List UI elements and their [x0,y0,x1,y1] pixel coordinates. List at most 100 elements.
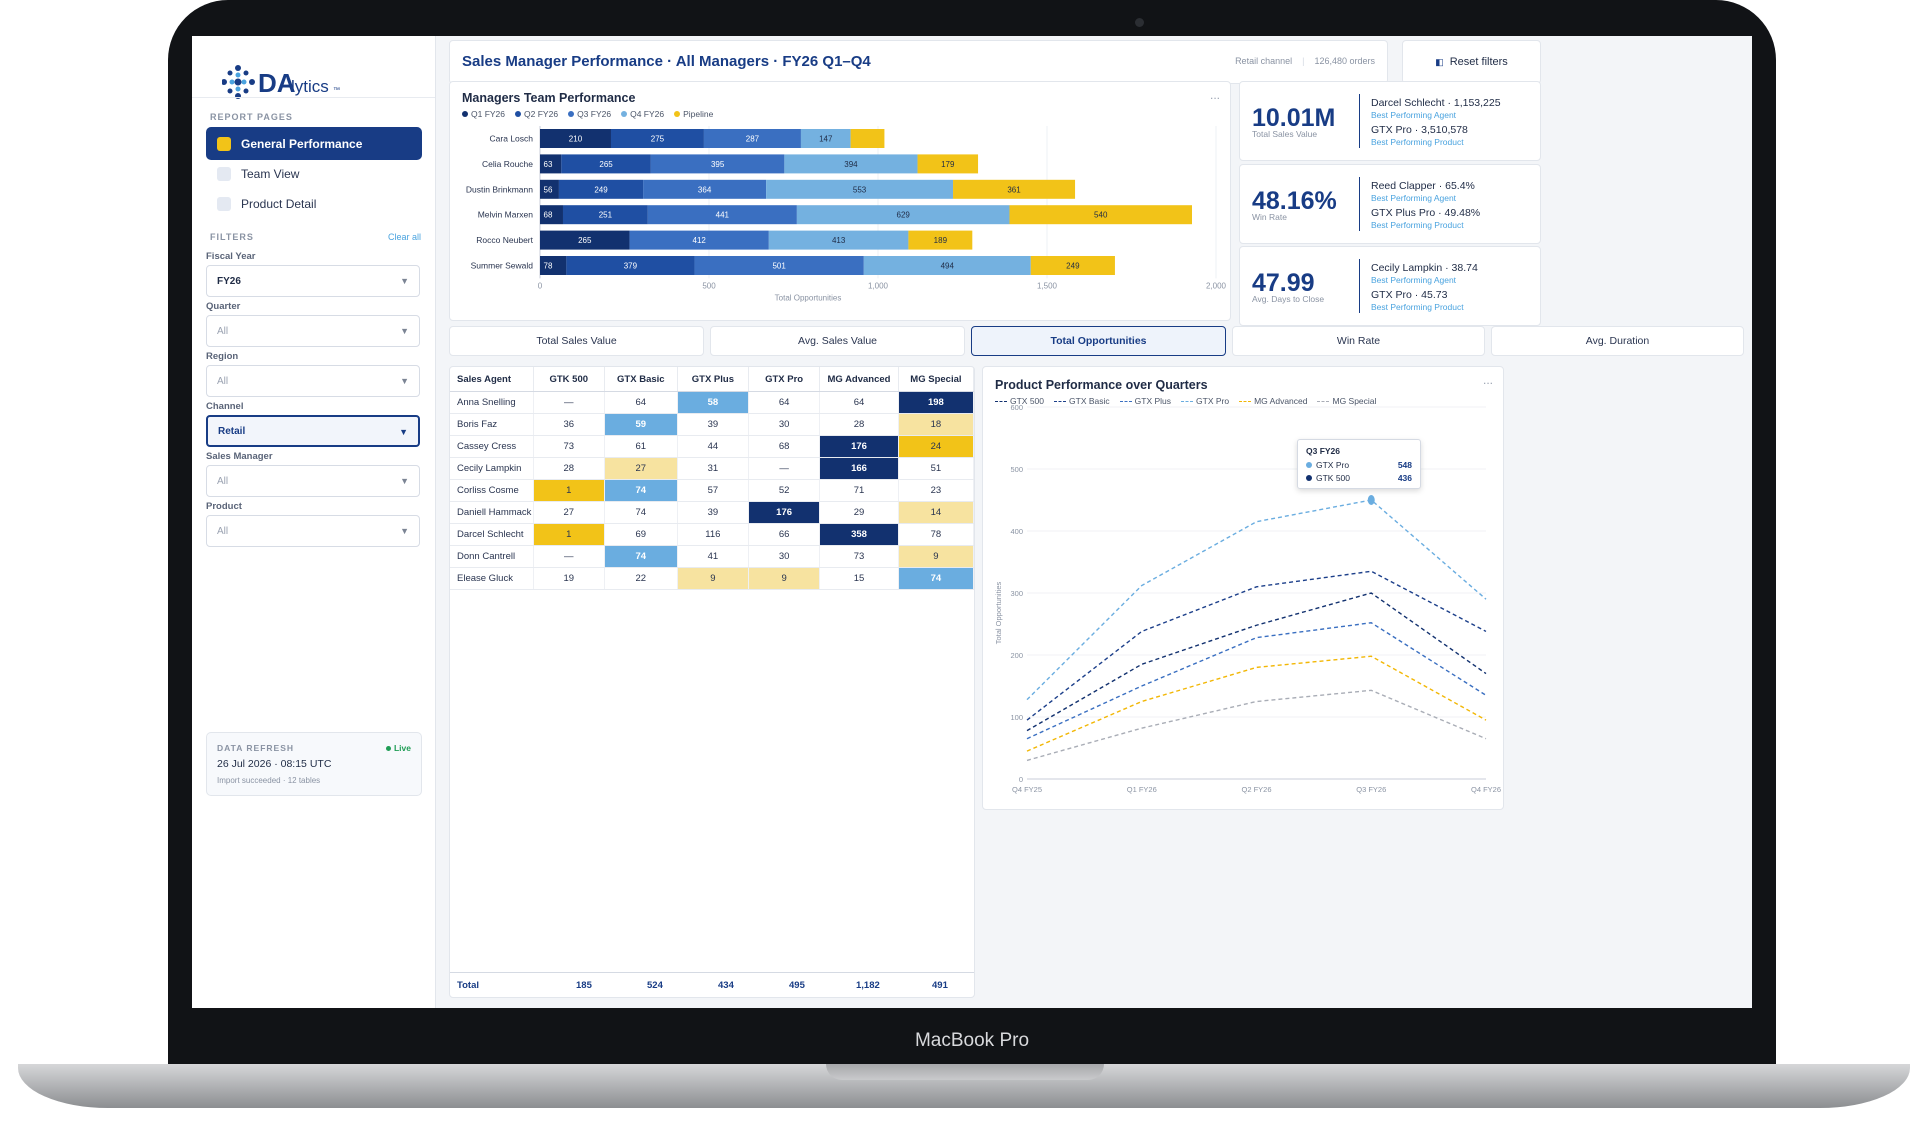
matrix-cell[interactable]: 1 [533,523,605,546]
col-header[interactable]: GTX Basic [604,367,678,392]
sales-manager-select[interactable]: All ▼ [206,465,420,497]
matrix-cell[interactable]: 64 [748,391,821,414]
matrix-cell[interactable]: 31 [677,457,750,480]
matrix-cell[interactable]: — [748,457,821,480]
col-header[interactable]: GTK 500 [533,367,605,392]
matrix-cell[interactable]: 19 [533,567,605,590]
col-header[interactable]: GTX Plus [677,367,750,392]
col-header[interactable]: Sales Agent [450,367,534,392]
matrix-cell[interactable]: 22 [604,567,678,590]
bar-segment[interactable] [540,230,630,250]
matrix-cell[interactable]: 61 [604,435,678,458]
bar-segment[interactable] [561,154,651,174]
bar-segment[interactable] [650,154,785,174]
matrix-cell[interactable]: 18 [898,413,974,436]
matrix-cell[interactable]: 78 [898,523,974,546]
matrix-cell[interactable]: 74 [604,501,678,524]
matrix-cell[interactable]: 116 [677,523,750,546]
bar-segment[interactable] [784,154,918,174]
table-row[interactable]: Corliss Cosme 1 74 57 52 71 23 [450,479,974,502]
bar-segment[interactable] [694,256,864,275]
matrix-cell[interactable]: 9 [677,567,750,590]
matrix-cell[interactable]: 15 [819,567,899,590]
bar-segment[interactable] [566,256,695,275]
table-row[interactable]: Anna Snelling —64 58 64 64 198 [450,391,974,414]
region-select[interactable]: All ▼ [206,365,420,397]
more-options-icon[interactable]: ... [1209,88,1220,102]
col-header[interactable]: MG Special [898,367,974,392]
matrix-cell[interactable]: 9 [898,545,974,568]
matrix-cell[interactable]: 166 [819,457,899,480]
matrix-cell[interactable]: 176 [819,435,899,458]
bar-segment[interactable] [766,179,954,199]
matrix-cell[interactable]: 59 [604,413,678,436]
series-line[interactable] [1026,689,1487,762]
nav-general-performance[interactable]: General Performance [206,127,422,160]
bar-segment[interactable] [647,205,797,225]
table-row[interactable]: Darcel Schlecht 1 69 116 66 358 78 [450,523,974,546]
tab-avg-sales-value[interactable]: Avg. Sales Value [710,326,965,356]
matrix-cell[interactable]: 23 [898,479,974,502]
matrix-cell[interactable]: 73 [819,545,899,568]
table-row[interactable]: Cecily Lampkin 28 27 31—166 51 [450,457,974,480]
table-row[interactable]: Boris Faz 36 59 39 30 28 18 [450,413,974,436]
nav-team-view[interactable]: Team View [206,157,422,190]
matrix-cell[interactable]: 176 [748,501,821,524]
bar-segment[interactable] [1009,205,1193,225]
series-line[interactable] [1026,592,1487,732]
quarter-select[interactable]: All ▼ [206,315,420,347]
matrix-cell[interactable]: 57 [677,479,750,502]
table-row[interactable]: Daniell Hammack 27 74 39 176 29 14 [450,501,974,524]
matrix-cell[interactable]: 1 [533,479,605,502]
series-line[interactable] [1026,655,1487,752]
bar-segment[interactable] [558,179,644,199]
matrix-cell[interactable]: 71 [819,479,899,502]
matrix-cell[interactable]: 14 [898,501,974,524]
matrix-cell[interactable]: 27 [604,457,678,480]
matrix-cell[interactable]: — [533,545,605,568]
matrix-cell[interactable]: 28 [533,457,605,480]
highlight-point[interactable] [1367,495,1375,505]
table-row[interactable]: Cassey Cress 73 61 44 68 176 24 [450,435,974,458]
bar-segment[interactable] [540,256,567,275]
bar-segment[interactable] [562,205,648,225]
bar-segment[interactable] [917,154,979,174]
fiscal-year-select[interactable]: FY26 ▼ [206,265,420,297]
matrix-cell[interactable]: — [533,391,605,414]
bar-segment[interactable] [1030,256,1115,275]
matrix-cell[interactable]: 58 [677,391,750,414]
matrix-cell[interactable]: 68 [748,435,821,458]
clear-all-link[interactable]: Clear all [387,232,421,242]
channel-select[interactable]: Retail ▼ [206,415,420,447]
matrix-cell[interactable]: 41 [677,545,750,568]
matrix-cell[interactable]: 358 [819,523,899,546]
matrix-cell[interactable]: 27 [533,501,605,524]
bar-segment[interactable] [850,129,885,148]
bar-segment[interactable] [643,179,767,199]
table-row[interactable]: Donn Cantrell —74 41 30 73 9 [450,545,974,568]
matrix-cell[interactable]: 51 [898,457,974,480]
col-header[interactable]: MG Advanced [819,367,899,392]
col-header[interactable]: GTX Pro [748,367,821,392]
bar-segment[interactable] [703,129,801,148]
tab-avg-duration[interactable]: Avg. Duration [1491,326,1744,356]
matrix-cell[interactable]: 36 [533,413,605,436]
reset-filters-button[interactable]: ◧ Reset filters [1402,40,1541,84]
bar-segment[interactable] [610,129,704,148]
matrix-cell[interactable]: 64 [819,391,899,414]
matrix-cell[interactable]: 74 [898,567,974,590]
series-line[interactable] [1026,622,1487,740]
matrix-cell[interactable]: 9 [748,567,821,590]
bar-segment[interactable] [540,205,563,225]
matrix-cell[interactable]: 74 [604,545,678,568]
series-line[interactable] [1026,499,1487,701]
more-options-icon[interactable]: ... [1482,373,1493,387]
bar-segment[interactable] [908,230,973,250]
matrix-cell[interactable]: 74 [604,479,678,502]
matrix-cell[interactable]: 73 [533,435,605,458]
matrix-cell[interactable]: 198 [898,391,974,414]
bar-segment[interactable] [796,205,1010,225]
matrix-cell[interactable]: 52 [748,479,821,502]
bar-segment[interactable] [800,129,851,148]
matrix-cell[interactable]: 64 [604,391,678,414]
